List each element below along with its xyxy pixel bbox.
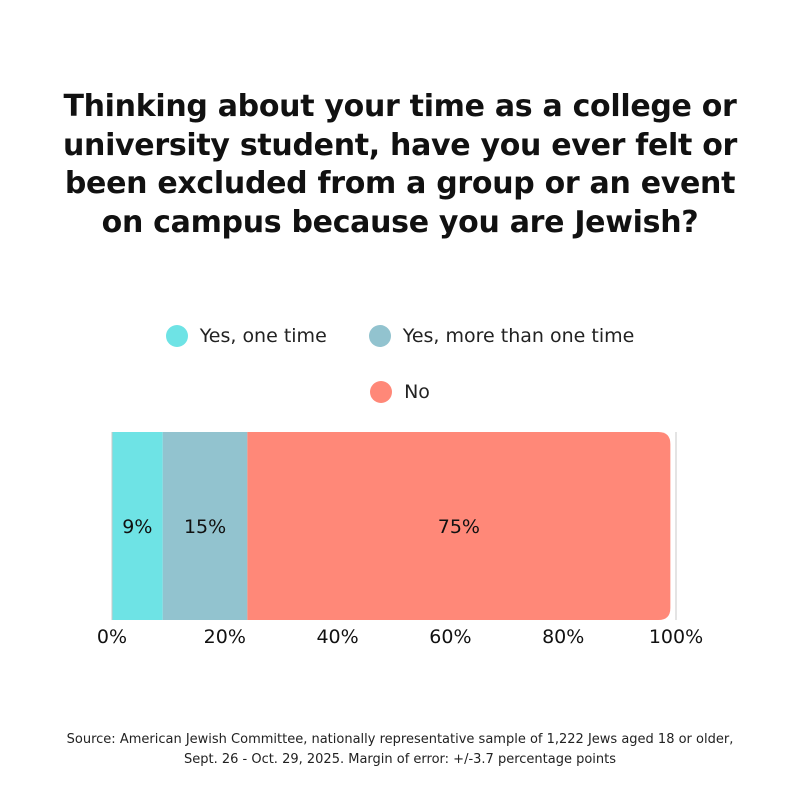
x-tick-label-80: 80% bbox=[542, 626, 584, 648]
data-label-no: 75% bbox=[438, 516, 480, 538]
legend: Yes, one time Yes, more than one time No bbox=[0, 318, 800, 430]
legend-item-yes-one-time: Yes, one time bbox=[165, 325, 327, 347]
legend-row-1: Yes, one time Yes, more than one time bbox=[0, 318, 800, 354]
legend-item-no: No bbox=[370, 381, 430, 403]
x-tick-label-20: 20% bbox=[204, 626, 246, 648]
bar-group bbox=[112, 432, 671, 620]
legend-label-no: No bbox=[404, 381, 430, 403]
legend-label-yes-one-time: Yes, one time bbox=[199, 325, 327, 347]
legend-label-yes-more-than-one-time: Yes, more than one time bbox=[402, 325, 635, 347]
x-tick-label-60: 60% bbox=[429, 626, 471, 648]
x-axis: 0% 20% 40% 60% 80% 100% bbox=[97, 432, 703, 648]
legend-item-yes-more-than-one-time: Yes, more than one time bbox=[368, 325, 635, 347]
x-tick-label-40: 40% bbox=[316, 626, 358, 648]
source-note: Source: American Jewish Committee, natio… bbox=[20, 730, 780, 770]
bar-segment-yes-one-time bbox=[112, 432, 163, 620]
data-label-yes-more-than-one-time: 15% bbox=[184, 516, 226, 538]
chart-title: Thinking about your time as a college or… bbox=[62, 89, 738, 240]
legend-row-2: No bbox=[0, 374, 800, 410]
x-tick-label-100: 100% bbox=[649, 626, 703, 648]
legend-swatch-no bbox=[370, 381, 393, 403]
data-label-yes-one-time: 9% bbox=[122, 516, 152, 538]
source-line-2: Sept. 26 - Oct. 29, 2025. Margin of erro… bbox=[183, 752, 617, 767]
legend-swatch-yes-more-than-one-time bbox=[368, 325, 391, 347]
bar-segment-yes-more-than-one-time bbox=[162, 432, 248, 620]
bar-segment-no bbox=[247, 432, 671, 620]
x-tick-label-0: 0% bbox=[97, 626, 127, 648]
legend-swatch-yes-one-time bbox=[165, 325, 188, 347]
source-line-1: Source: American Jewish Committee, natio… bbox=[66, 732, 734, 747]
bar-label-group: 9% 15% 75% bbox=[122, 516, 480, 538]
